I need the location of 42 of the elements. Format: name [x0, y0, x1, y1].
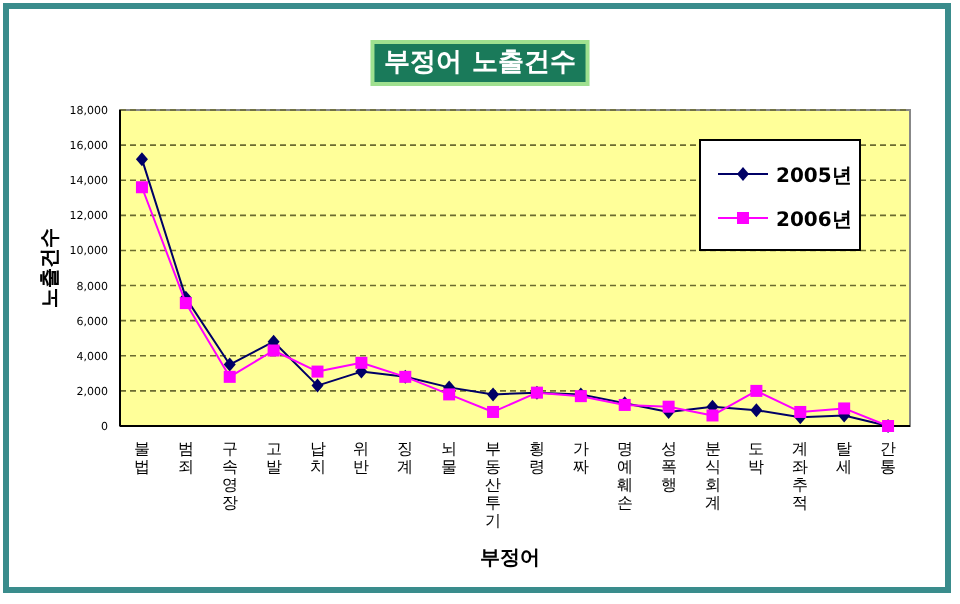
- y-axis-title: 노출건수: [40, 228, 62, 308]
- x-tick-label: 명예훼손: [616, 440, 633, 512]
- point: [135, 181, 148, 194]
- x-axis-title: 부정어: [480, 548, 540, 570]
- x-tick-label: 계좌추적: [792, 440, 809, 512]
- x-tick-label: 뇌물: [441, 440, 458, 476]
- point: [487, 387, 500, 402]
- point: [355, 356, 368, 369]
- x-tick-label: 분식회계: [704, 440, 721, 512]
- point: [223, 357, 236, 372]
- point: [662, 400, 675, 413]
- point: [706, 409, 719, 422]
- x-tick-label: 도박: [748, 440, 765, 476]
- point: [750, 384, 763, 397]
- x-tick-label: 탈세: [836, 440, 853, 476]
- x-tick-label: 간통: [880, 440, 897, 476]
- point: [443, 388, 456, 401]
- x-tick-label: 납치: [309, 440, 326, 476]
- x-tick-label: 징계: [397, 440, 414, 476]
- point: [794, 405, 807, 418]
- point: [135, 152, 148, 167]
- chart-title: 부정어 노출건수: [384, 48, 576, 78]
- point: [487, 405, 500, 418]
- x-tick-label: 고발: [265, 440, 282, 476]
- x-tick-label: 가짜: [572, 440, 589, 476]
- x-tick-label: 범죄: [177, 440, 194, 476]
- x-tick-label: 불법: [133, 440, 150, 476]
- legend-label: 2006년: [776, 210, 852, 232]
- point: [179, 297, 192, 310]
- x-tick-label: 성폭행: [660, 440, 677, 494]
- x-tick-label: 구속영장: [221, 440, 238, 512]
- point: [750, 403, 763, 418]
- point: [223, 370, 236, 383]
- point: [311, 365, 324, 378]
- point: [311, 378, 324, 393]
- point: [267, 344, 280, 357]
- legend-label: 2005년: [776, 166, 852, 188]
- title: 부정어 노출건수: [370, 40, 590, 86]
- x-tick-label: 부동산투기: [485, 440, 502, 530]
- x-tick-label: 횡령: [528, 440, 545, 476]
- x-tick-label: 위반: [353, 440, 370, 476]
- point: [838, 402, 851, 415]
